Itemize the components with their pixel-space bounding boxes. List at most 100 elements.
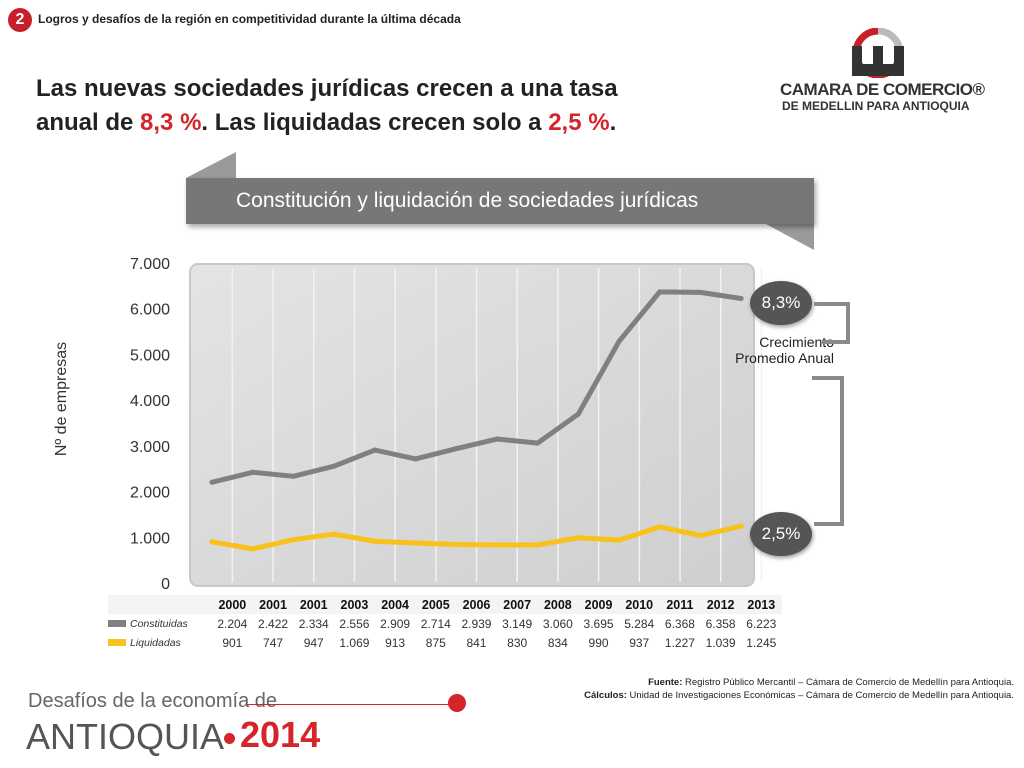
data-point xyxy=(290,537,296,543)
headline-middle: . Las liquidadas crecen solo a xyxy=(201,109,549,136)
data-label: 3.695 xyxy=(583,616,614,631)
logo-text-line1: CAMARA DE COMERCIO® xyxy=(780,80,985,99)
data-label: 2.556 xyxy=(339,616,370,631)
legend-swatch-icon xyxy=(108,639,126,647)
y-tick-label: 6.000 xyxy=(130,302,170,319)
data-point xyxy=(575,411,581,417)
section-number-badge: 2 xyxy=(8,8,32,32)
data-label: 6.368 xyxy=(664,616,695,631)
legend-swatch-icon xyxy=(108,620,126,628)
x-tick-label: 2011 xyxy=(666,597,694,612)
growth-bubble-liquidated: 2,5% xyxy=(750,512,812,556)
data-label: 1.069 xyxy=(339,635,370,650)
data-point xyxy=(535,542,541,548)
source-note: Fuente: Registro Público Mercantil – Cám… xyxy=(584,676,1014,702)
headline-suffix: . xyxy=(609,109,617,136)
headline: Las nuevas sociedades jurídicas crecen a… xyxy=(36,72,676,140)
data-point xyxy=(372,538,378,544)
data-label: 841 xyxy=(466,635,487,650)
data-label: 3.060 xyxy=(542,616,573,631)
calc-label: Cálculos: xyxy=(584,690,627,701)
data-label: 937 xyxy=(629,635,650,650)
data-label: 913 xyxy=(385,635,406,650)
logo-text-line2: DE MEDELLIN PARA ANTIOQUIA xyxy=(782,99,970,113)
table-row: Liquidadas 901 747 947 1.069 913 875 841 830 834 9… xyxy=(108,633,782,652)
data-point xyxy=(209,539,215,545)
footer-year: 2014 xyxy=(240,714,321,755)
data-point xyxy=(453,446,459,452)
x-tick-label: 2007 xyxy=(503,597,532,612)
table-header-row: 2000 2001 2001 2003 2004 2005 2006 2007 2008 2009… xyxy=(108,595,782,614)
data-label: 5.284 xyxy=(624,616,655,631)
headline-line1: Las nuevas sociedades jurídicas crecen a… xyxy=(36,75,618,102)
data-point xyxy=(209,479,215,485)
data-label: 3.149 xyxy=(502,616,533,631)
data-label: 1.227 xyxy=(664,635,695,650)
source-text: Registro Público Mercantil – Cámara de C… xyxy=(682,677,1014,688)
table-corner xyxy=(108,595,212,614)
data-point xyxy=(535,440,541,446)
data-point xyxy=(657,289,663,295)
footer-bullet-icon xyxy=(224,733,235,744)
footer-region: ANTIOQUIA xyxy=(26,716,225,757)
series-line-liquidadas xyxy=(209,523,744,552)
footer-subtitle: Desafíos de la economía de xyxy=(28,690,278,712)
y-tick-label: 2.000 xyxy=(130,485,170,502)
data-label: 2.714 xyxy=(420,616,451,631)
y-tick-label: 5.000 xyxy=(130,347,170,364)
data-label: 990 xyxy=(588,635,609,650)
x-tick-label: 2005 xyxy=(421,597,450,612)
data-label: 2.334 xyxy=(298,616,329,631)
data-point xyxy=(738,296,744,302)
data-label: 2.909 xyxy=(380,616,411,631)
headline-prefix: anual de xyxy=(36,109,141,136)
chart-title: Constitución y liquidación de sociedades… xyxy=(186,178,814,224)
rate-liquidated: 2,5 % xyxy=(548,109,610,136)
data-label: 834 xyxy=(547,635,568,650)
data-point xyxy=(575,535,581,541)
y-ticks: 0 1.000 2.000 3.000 4.000 5.000 6.000 7.000 xyxy=(130,256,170,593)
x-tick-label: 2009 xyxy=(584,597,613,612)
x-tick-label: 2006 xyxy=(462,597,491,612)
growth-label: Crecimiento Promedio Anual xyxy=(735,334,834,366)
data-point xyxy=(616,338,622,344)
table-row: Constituidas 2.204 2.422 2.334 2.556 2.909 2.7… xyxy=(108,614,782,633)
data-point xyxy=(372,447,378,453)
data-point xyxy=(331,531,337,537)
data-point xyxy=(494,436,500,442)
y-tick-label: 4.000 xyxy=(130,393,170,410)
calc-line: Cálculos: Unidad de Investigaciones Econ… xyxy=(584,689,1014,702)
y-tick-label: 7.000 xyxy=(130,256,170,273)
source-label: Fuente: xyxy=(648,677,683,688)
growth-bubble-constituted: 8,3% xyxy=(750,281,812,325)
data-point xyxy=(616,537,622,543)
x-tick-label: 2010 xyxy=(625,597,654,612)
series-name: Constituidas xyxy=(130,617,188,630)
data-point xyxy=(453,542,459,548)
x-tick-label: 2008 xyxy=(543,597,572,612)
data-point xyxy=(494,542,500,548)
data-point xyxy=(250,469,256,475)
plot-area xyxy=(189,263,755,587)
data-label: 747 xyxy=(263,635,284,650)
source-line: Fuente: Registro Público Mercantil – Cám… xyxy=(584,676,1014,689)
series-lines xyxy=(209,289,744,552)
calc-text: Unidad de Investigaciones Económicas – C… xyxy=(626,690,1014,701)
data-point xyxy=(331,463,337,469)
y-tick-label: 1.000 xyxy=(130,530,170,547)
x-tick-label: 2003 xyxy=(340,597,369,612)
data-point xyxy=(697,289,703,295)
rate-constituted: 8,3 % xyxy=(140,109,202,136)
data-label: 6.223 xyxy=(746,616,777,631)
y-tick-label: 0 xyxy=(161,576,170,593)
x-tick-label: 2012 xyxy=(706,597,735,612)
data-label: 875 xyxy=(425,635,446,650)
data-point xyxy=(290,473,296,479)
data-label: 6.358 xyxy=(705,616,736,631)
data-point xyxy=(657,524,663,530)
data-point xyxy=(250,546,256,552)
x-tick-label: 2001 xyxy=(259,597,287,612)
data-label: 1.039 xyxy=(705,635,736,650)
